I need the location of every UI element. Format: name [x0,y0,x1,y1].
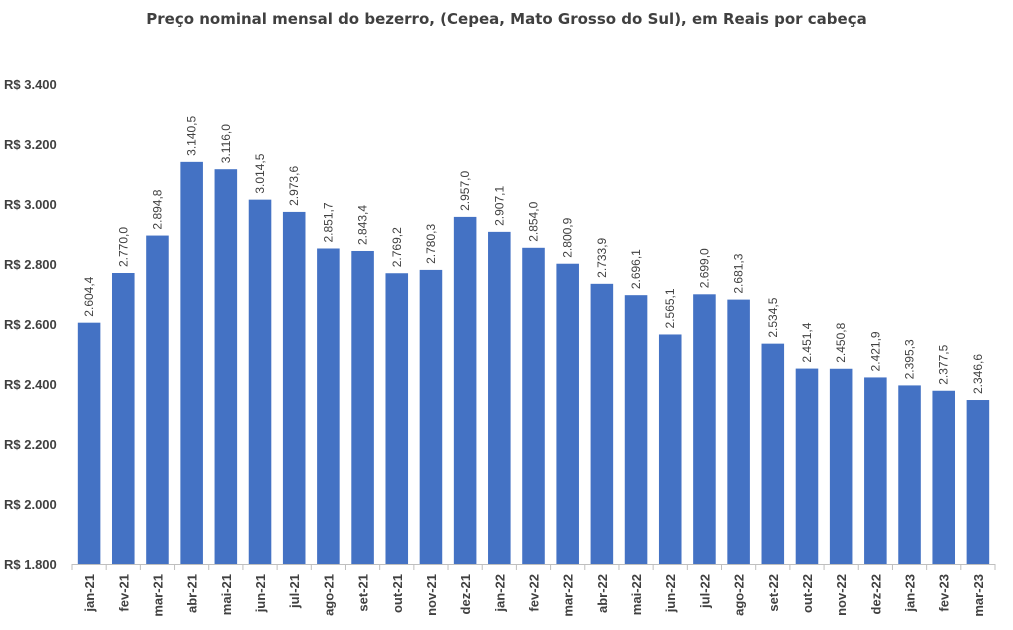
data-label: 2.681,3 [732,253,746,293]
data-label: 2.733,9 [595,237,609,277]
x-tick-label: jan-22 [492,574,507,613]
data-label: 2.451,4 [800,322,814,362]
x-tick-label: fev-22 [527,574,542,612]
data-label: 2.769,2 [390,227,404,267]
data-label: 2.854,0 [527,201,541,241]
x-tick-label: set-21 [356,574,371,612]
bar [180,161,203,564]
data-label: 3.140,5 [185,115,199,155]
bar [282,211,306,565]
bar [488,231,511,564]
x-tick-label: jul-21 [287,574,302,609]
bar [658,334,682,564]
data-label: 2.957,0 [458,171,472,211]
x-tick-label: abr-21 [185,574,200,613]
x-axis: jan-21 fev-21 mar-21 abr-21 mai-21 jun-21 jul-… [71,564,996,617]
x-tick-label: nov-21 [424,574,439,616]
bar [966,400,990,564]
x-tick-label: fev-21 [116,574,131,612]
y-tick-label: R$ 3.400 [4,77,57,92]
bar [351,250,374,565]
data-labels: 2.604,4 2.770,0 2.894,8 3.140,5 3.116,0 3.014… [82,115,985,394]
y-tick-label: R$ 3.200 [4,137,57,152]
x-tick-label: nov-22 [834,574,849,616]
y-tick-label: R$ 2.400 [4,377,57,392]
x-tick-label: dez-21 [458,574,473,614]
x-tick-label: jan-23 [903,574,918,613]
bar [590,283,614,564]
bar [453,216,477,564]
bar [419,269,443,564]
data-label: 2.699,0 [697,248,711,288]
bar [829,368,853,564]
data-label: 2.973,6 [287,166,301,206]
data-label: 2.800,9 [561,217,575,257]
bar [385,273,409,564]
data-label: 3.014,5 [253,153,267,193]
x-tick-label: jun-22 [663,574,678,613]
x-tick-label: ago-22 [732,574,747,616]
x-tick-label: mar-22 [561,574,576,617]
bar [795,368,819,564]
x-tick-label: jul-22 [697,574,712,609]
data-label: 3.116,0 [219,124,233,163]
bar [522,247,545,565]
x-tick-label: ago-21 [321,574,336,616]
x-tick-label: mar-21 [150,574,165,617]
data-label: 2.907,1 [492,186,506,226]
data-label: 2.565,1 [663,288,677,328]
data-label: 2.604,4 [82,276,96,316]
data-label: 2.421,9 [868,331,882,371]
x-tick-label: mai-22 [629,574,644,615]
x-tick-label: dez-22 [868,574,883,614]
bar [317,248,340,565]
bars [77,161,990,565]
data-label: 2.395,3 [903,339,917,379]
bar [727,299,750,564]
bar [693,294,716,564]
bar [932,390,956,564]
y-tick-label: R$ 1.800 [4,557,57,572]
data-label: 2.696,1 [629,249,643,289]
y-axis: R$ 1.800 R$ 2.000 R$ 2.200 R$ 2.400 R$ 2.600… [4,77,57,572]
bar [898,385,921,564]
x-tick-label: out-22 [800,574,815,613]
bar [111,273,135,564]
x-tick-label: jan-21 [82,574,97,613]
bar [761,343,785,564]
x-tick-label: mar-23 [971,574,986,617]
bar [77,322,101,564]
x-tick-label: jun-21 [253,574,268,613]
data-label: 2.450,8 [834,322,848,362]
y-tick-label: R$ 2.200 [4,437,57,452]
data-label: 2.843,4 [356,205,370,245]
y-tick-label: R$ 3.000 [4,197,57,212]
x-tick-label: fev-23 [937,574,952,612]
data-label: 2.770,0 [116,227,130,267]
data-label: 2.377,5 [937,344,951,384]
y-tick-label: R$ 2.600 [4,317,57,332]
bar [248,199,272,564]
x-tick-label: out-21 [390,574,405,613]
data-label: 2.851,7 [321,202,335,242]
bar [146,235,169,564]
bar [556,263,579,564]
bar [864,377,887,564]
data-label: 2.894,8 [150,189,164,229]
y-tick-label: R$ 2.000 [4,497,57,512]
x-tick-label: abr-22 [595,574,610,613]
bar [624,295,648,564]
y-tick-label: R$ 2.800 [4,257,57,272]
data-label: 2.534,5 [766,297,780,337]
bar [214,169,238,564]
data-label: 2.346,6 [971,354,985,394]
x-tick-label: mai-21 [219,574,234,615]
x-tick-label: set-22 [766,574,781,612]
chart-title: Preço nominal mensal do bezerro, (Cepea,… [146,10,867,28]
data-label: 2.780,3 [424,224,438,264]
